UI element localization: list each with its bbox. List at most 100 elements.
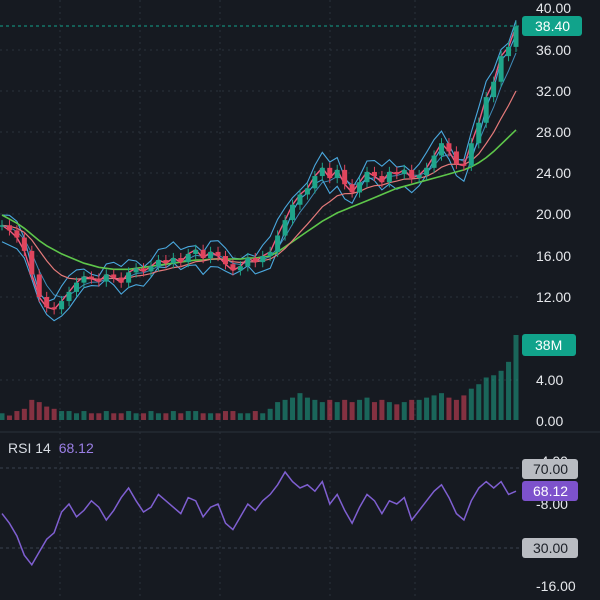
candle-body: [357, 182, 363, 193]
volume-bar: [349, 402, 355, 420]
volume-bar: [476, 384, 482, 420]
candle-body: [44, 297, 50, 308]
candle-body: [290, 204, 296, 221]
volume-bar: [73, 413, 79, 420]
volume-bar: [208, 413, 214, 420]
rsi-indicator-label[interactable]: RSI 14 68.12: [8, 440, 94, 456]
volume-bar: [237, 413, 243, 420]
candle-body: [59, 301, 65, 310]
last-price-tag-bg: [522, 16, 582, 36]
candle-body: [401, 169, 407, 174]
volume-bar: [155, 413, 161, 420]
candle-body: [29, 250, 35, 275]
price-axis: 40.00 36.00 32.00 28.00 24.00 20.00 16.0…: [522, 0, 582, 305]
candle-body: [14, 230, 20, 238]
candle-body: [513, 26, 519, 47]
ma-slow-line: [1, 129, 517, 271]
volume-bar: [468, 388, 474, 420]
volume-bar: [44, 406, 50, 420]
candle-body: [245, 258, 251, 267]
volume-bar: [185, 411, 191, 420]
candle-body: [51, 307, 57, 310]
rsi-overbought-tag: 70.00: [533, 461, 568, 477]
volume-bar: [118, 413, 124, 420]
moving-averages: [1, 26, 517, 311]
volume-bar: [215, 413, 221, 420]
volume-bar: [96, 413, 102, 420]
volume-bar: [163, 413, 169, 420]
candle-body: [178, 258, 184, 263]
volume-bar: [483, 377, 489, 420]
volume-bar: [498, 370, 504, 420]
grid-lines: [0, 0, 520, 600]
volume-bar: [6, 415, 12, 420]
candle-body: [267, 251, 273, 256]
volume-bar: [312, 399, 318, 420]
candle-body: [237, 266, 243, 271]
volume-bar: [170, 411, 176, 420]
volume-bar: [245, 413, 251, 420]
candle-body: [364, 171, 370, 183]
volume-bars: [0, 335, 519, 420]
candle-body: [0, 225, 5, 227]
volume-bar: [297, 393, 303, 420]
volume-bar: [275, 402, 281, 420]
rsi-tick: -16.00: [536, 578, 576, 594]
rsi-overbought-tag-bg: [522, 459, 578, 479]
volume-bar: [88, 413, 94, 420]
candle-body: [6, 225, 12, 231]
candle-body: [453, 151, 459, 164]
candle-body: [155, 260, 161, 267]
volume-bar: [290, 397, 296, 420]
candle-body: [282, 220, 288, 236]
candle-body: [21, 237, 27, 251]
rsi-oversold-tag-bg: [522, 538, 578, 558]
volume-bar: [111, 413, 117, 420]
candle-body: [148, 266, 154, 272]
candle-body: [260, 256, 266, 263]
volume-bar: [424, 397, 430, 420]
candle-body: [96, 278, 102, 282]
volume-bar: [178, 413, 184, 420]
volume-bar: [401, 402, 407, 420]
price-tick: 40.00: [536, 0, 571, 16]
volume-axis: 38M 4.00 0.00: [522, 334, 576, 429]
candle-body: [342, 169, 348, 185]
candle-body: [312, 176, 318, 189]
candle-body: [483, 97, 489, 123]
volume-tick: 0.00: [536, 413, 563, 429]
candle-body: [193, 249, 199, 254]
volume-bar: [222, 411, 228, 420]
candle-body: [88, 276, 94, 279]
candle-body: [446, 143, 452, 152]
rsi-value-tag-bg: [522, 481, 578, 501]
candle-body: [73, 282, 79, 292]
candle-body: [439, 143, 445, 156]
candle-body: [327, 167, 333, 179]
candle-body: [208, 251, 214, 259]
candle-body: [424, 167, 430, 176]
candle-body: [81, 276, 87, 283]
volume-bar: [133, 413, 139, 420]
candle-body: [222, 256, 228, 265]
candle-body: [491, 81, 497, 98]
candle-body: [319, 167, 325, 177]
volume-bar: [513, 335, 519, 420]
candle-body: [349, 184, 355, 193]
candle-body: [126, 272, 132, 283]
volume-bar: [379, 399, 385, 420]
candle-body: [200, 249, 206, 259]
candle-body: [498, 56, 504, 82]
volume-bar: [252, 411, 258, 420]
ma-fast-line: [1, 26, 517, 311]
volume-bar: [200, 413, 206, 420]
volume-bar: [461, 395, 467, 420]
ma-mid-line: [1, 90, 517, 280]
volume-bar: [103, 411, 109, 420]
volume-bar: [453, 399, 459, 420]
price-tick: 24.00: [536, 165, 571, 181]
candle-body: [163, 260, 169, 264]
last-volume-tag-bg: [522, 334, 576, 356]
